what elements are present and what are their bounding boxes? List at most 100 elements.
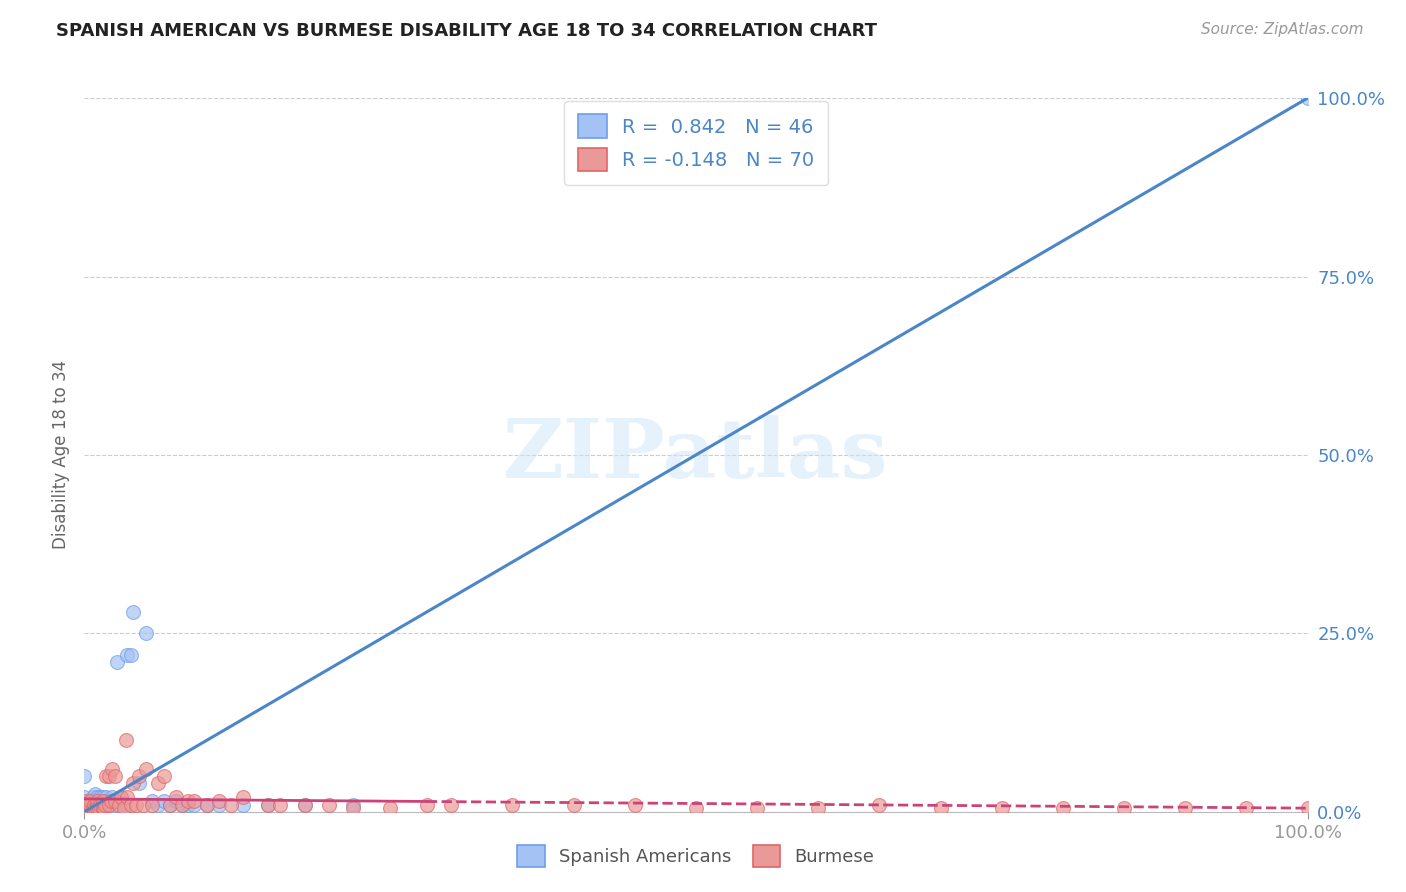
Point: [97, 797, 120, 812]
Point: [128, 769, 150, 783]
Point: [115, 648, 138, 662]
Point: [83, 797, 105, 812]
Point: [79, 797, 101, 812]
Point: [96, 790, 118, 805]
Point: [87, 797, 110, 812]
Point: [501, 797, 523, 812]
Point: [101, 790, 124, 805]
Point: [128, 776, 150, 790]
Point: [94, 797, 117, 812]
Text: SPANISH AMERICAN VS BURMESE DISABILITY AGE 18 TO 34 CORRELATION CHART: SPANISH AMERICAN VS BURMESE DISABILITY A…: [56, 22, 877, 40]
Point: [89, 790, 111, 805]
Point: [82, 790, 104, 805]
Point: [101, 762, 124, 776]
Point: [869, 797, 891, 812]
Point: [91, 794, 114, 808]
Point: [120, 797, 142, 812]
Legend: Spanish Americans, Burmese: Spanish Americans, Burmese: [510, 838, 882, 874]
Point: [94, 797, 117, 812]
Point: [1296, 91, 1319, 105]
Point: [135, 762, 157, 776]
Point: [183, 797, 205, 812]
Point: [97, 797, 120, 812]
Point: [416, 797, 439, 812]
Point: [100, 794, 122, 808]
Point: [135, 626, 157, 640]
Point: [96, 769, 118, 783]
Point: [195, 797, 218, 812]
Point: [929, 801, 952, 815]
Point: [159, 797, 181, 812]
Point: [73, 790, 96, 805]
Point: [91, 797, 114, 812]
Point: [86, 797, 108, 812]
Point: [342, 797, 364, 812]
Point: [107, 797, 129, 812]
Point: [110, 790, 132, 805]
Point: [747, 801, 769, 815]
Point: [294, 797, 316, 812]
Point: [685, 801, 707, 815]
Point: [318, 797, 340, 812]
Point: [208, 794, 231, 808]
Point: [141, 797, 163, 812]
Point: [97, 769, 120, 783]
Point: [1296, 801, 1319, 815]
Point: [79, 794, 101, 808]
Point: [91, 790, 114, 805]
Point: [1174, 801, 1197, 815]
Y-axis label: Disability Age 18 to 34: Disability Age 18 to 34: [52, 360, 70, 549]
Point: [100, 794, 122, 808]
Point: [86, 801, 108, 815]
Point: [93, 801, 115, 815]
Point: [562, 797, 585, 812]
Point: [624, 797, 647, 812]
Point: [84, 801, 107, 815]
Point: [86, 790, 108, 805]
Point: [112, 797, 135, 812]
Point: [104, 769, 127, 783]
Point: [232, 797, 254, 812]
Point: [257, 797, 280, 812]
Point: [73, 794, 96, 808]
Point: [172, 797, 194, 812]
Point: [120, 648, 142, 662]
Point: [73, 797, 96, 812]
Point: [257, 797, 280, 812]
Point: [97, 794, 120, 808]
Point: [79, 797, 101, 812]
Point: [146, 797, 169, 812]
Point: [440, 797, 463, 812]
Point: [104, 794, 127, 808]
Text: ZIPatlas: ZIPatlas: [503, 415, 889, 495]
Point: [153, 769, 176, 783]
Point: [990, 801, 1012, 815]
Point: [132, 797, 155, 812]
Point: [73, 769, 96, 783]
Point: [87, 801, 110, 815]
Point: [165, 794, 187, 808]
Point: [153, 794, 176, 808]
Point: [77, 797, 100, 812]
Point: [115, 733, 138, 747]
Point: [83, 797, 105, 812]
Point: [104, 797, 127, 812]
Point: [115, 790, 138, 805]
Point: [86, 794, 108, 808]
Point: [1234, 801, 1257, 815]
Point: [1052, 801, 1074, 815]
Point: [73, 801, 96, 815]
Point: [146, 776, 169, 790]
Point: [159, 797, 181, 812]
Point: [172, 797, 194, 812]
Point: [165, 790, 187, 805]
Point: [232, 790, 254, 805]
Point: [112, 801, 135, 815]
Text: Source: ZipAtlas.com: Source: ZipAtlas.com: [1201, 22, 1364, 37]
Point: [807, 801, 830, 815]
Point: [219, 797, 242, 812]
Point: [125, 797, 148, 812]
Point: [1114, 801, 1136, 815]
Point: [294, 797, 316, 812]
Point: [90, 797, 112, 812]
